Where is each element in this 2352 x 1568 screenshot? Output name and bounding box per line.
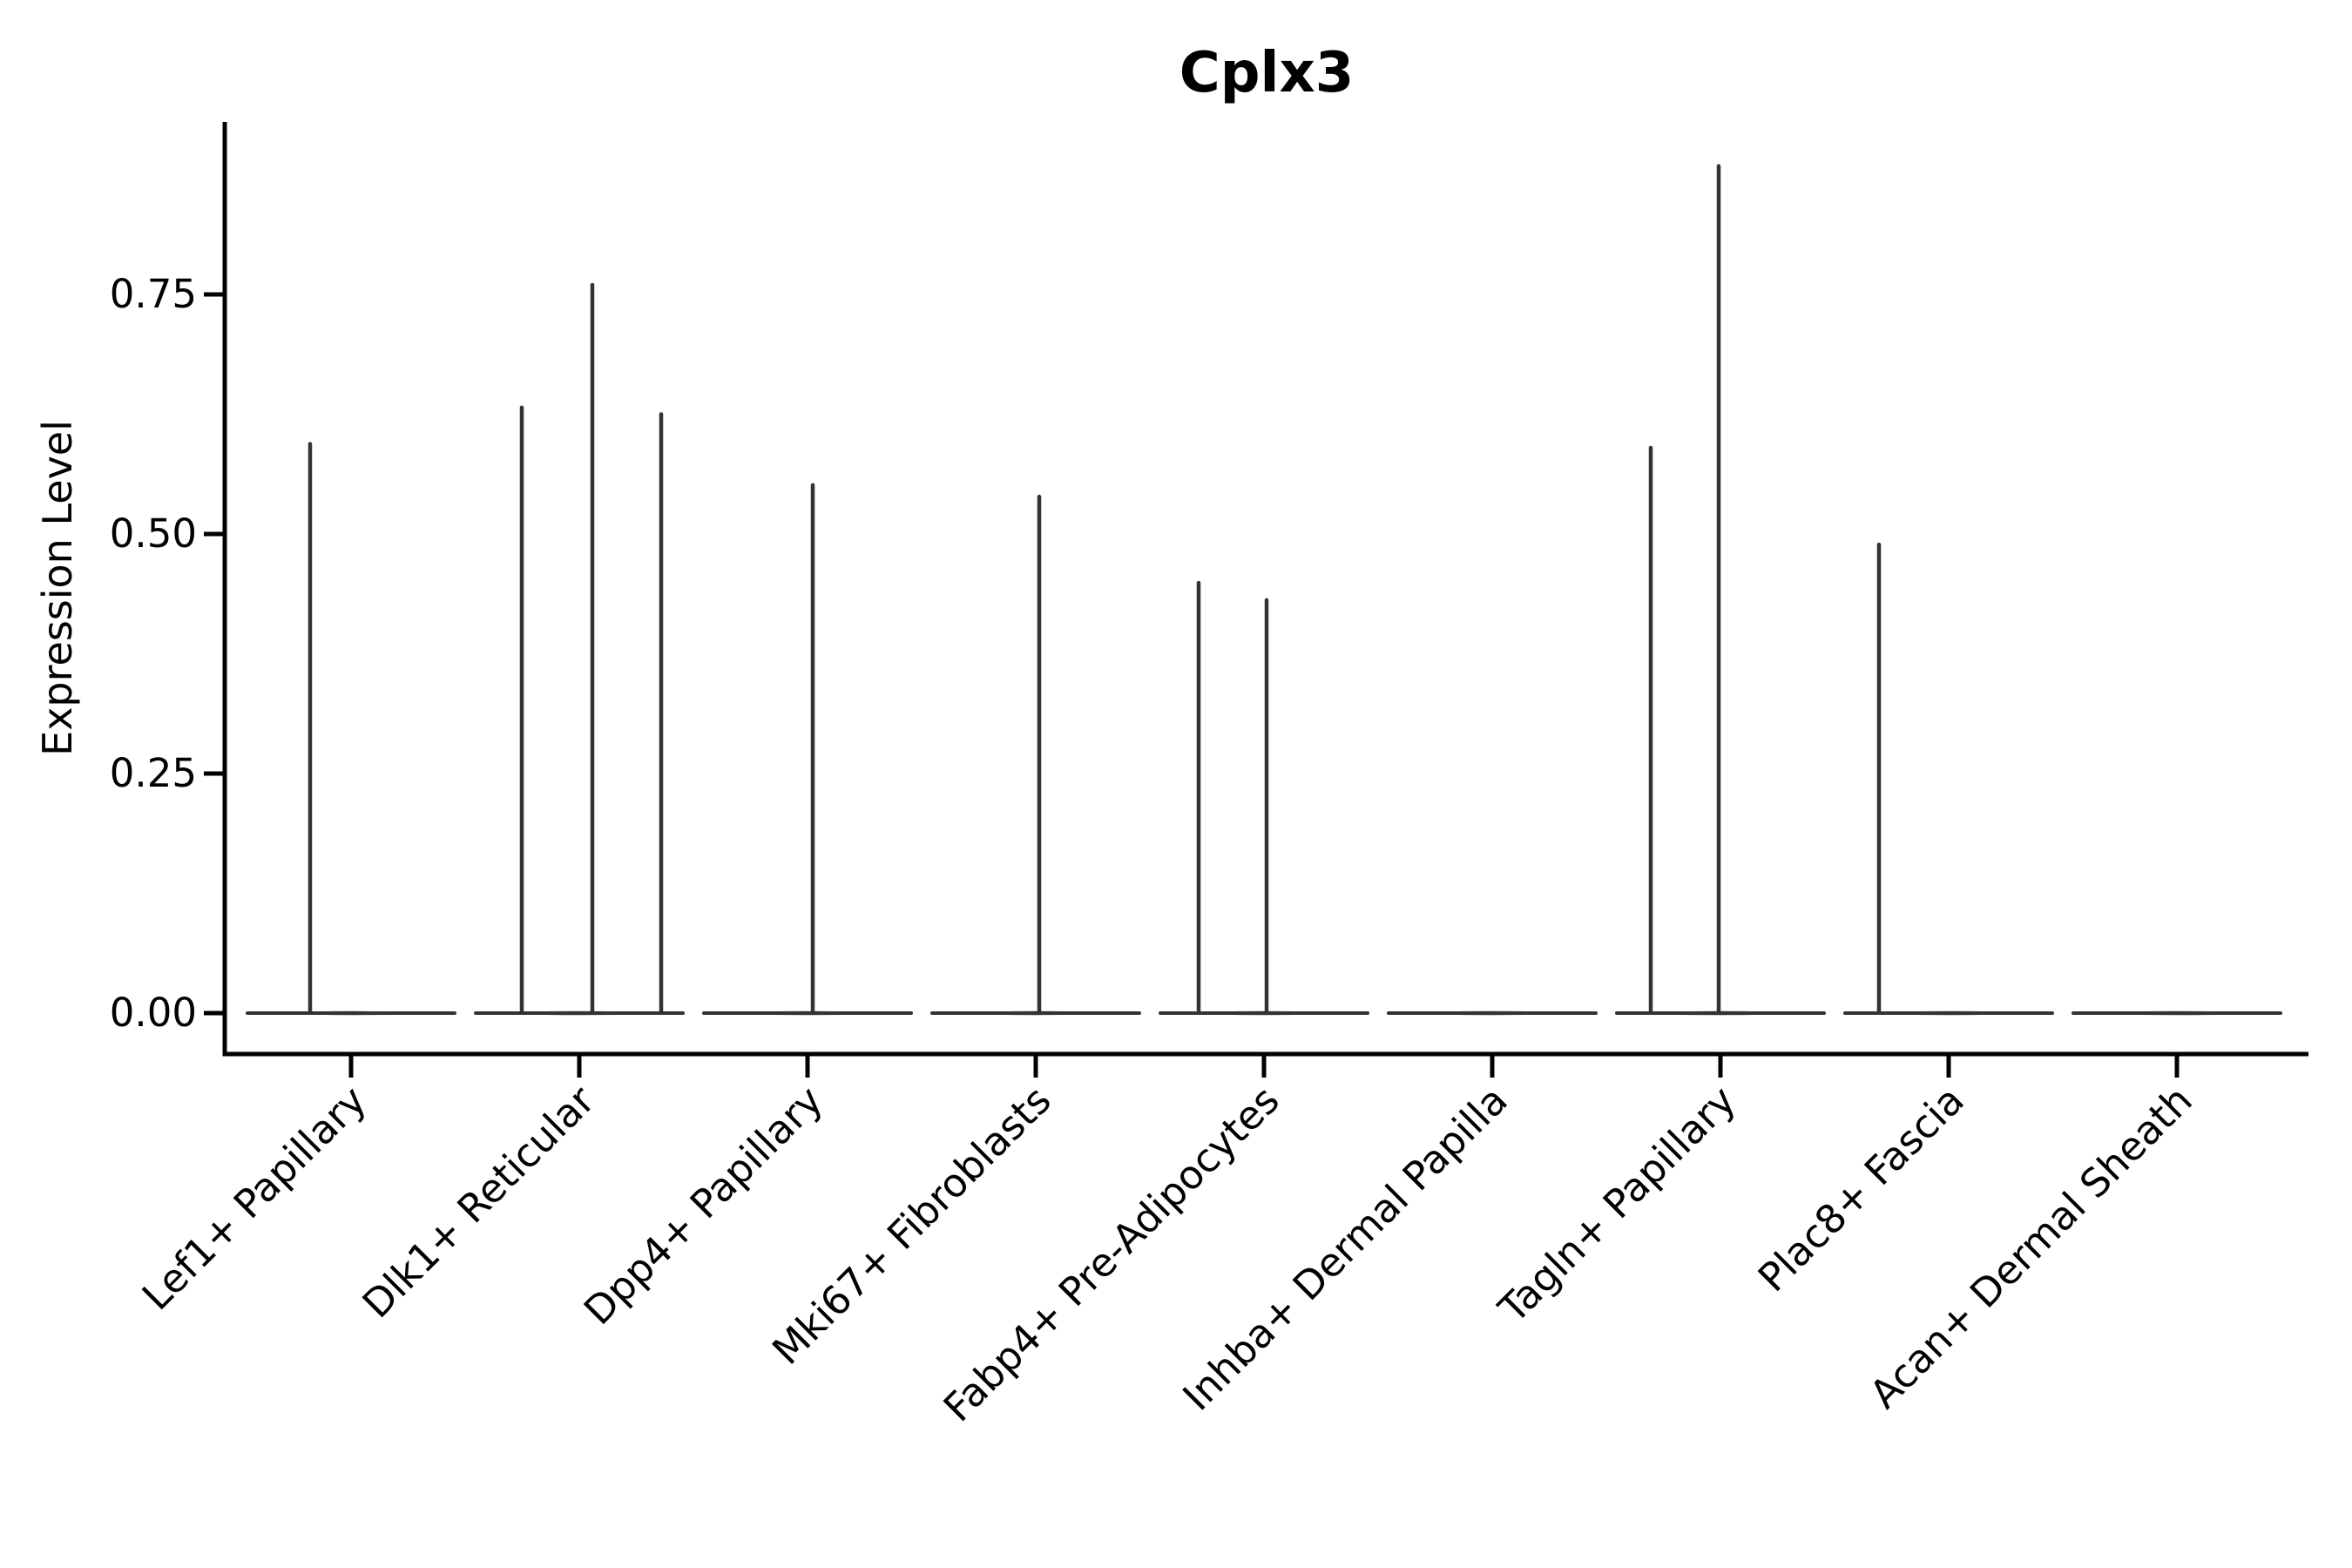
violin <box>246 442 456 1016</box>
violin <box>2072 1010 2282 1016</box>
x-tick-label: Dlk1+ Reticular <box>354 1077 604 1327</box>
violin <box>1615 164 1826 1016</box>
violin <box>1843 542 2054 1016</box>
violin-baseline-bulge <box>932 1010 1139 1016</box>
violin-baseline-bulge <box>2073 1010 2281 1016</box>
y-tick-label: 0.00 <box>110 990 197 1036</box>
violin-baseline-bulge <box>1389 1010 1596 1016</box>
violin <box>474 282 685 1016</box>
violin <box>702 483 913 1016</box>
x-tick-label: Plac8+ Fascia <box>1749 1077 1973 1301</box>
violin-baseline-bulge <box>1160 1010 1368 1016</box>
chart-title: Cplx3 <box>1179 41 1355 105</box>
violin-baseline-bulge <box>247 1010 455 1016</box>
y-tick-label: 0.75 <box>110 271 197 317</box>
violin <box>1387 1010 1598 1016</box>
x-tick-label: Tagln+ Papillary <box>1490 1077 1745 1332</box>
y-tick-label: 0.50 <box>110 510 197 557</box>
y-axis-title: Expression Level <box>34 420 81 756</box>
violins <box>246 164 2282 1016</box>
violin <box>930 494 1141 1016</box>
y-tick-label: 0.25 <box>110 750 197 796</box>
violin-baseline-bulge <box>476 1010 683 1016</box>
x-tick-label: Dpp4+ Papillary <box>575 1077 832 1334</box>
violin-baseline-bulge <box>704 1010 911 1016</box>
x-tick-label: Lef1+ Papillary <box>133 1077 375 1319</box>
violin-baseline-bulge <box>1845 1010 2052 1016</box>
violin <box>1159 580 1369 1016</box>
y-axis-ticks: 0.00 0.25 0.50 0.75 <box>110 271 225 1036</box>
